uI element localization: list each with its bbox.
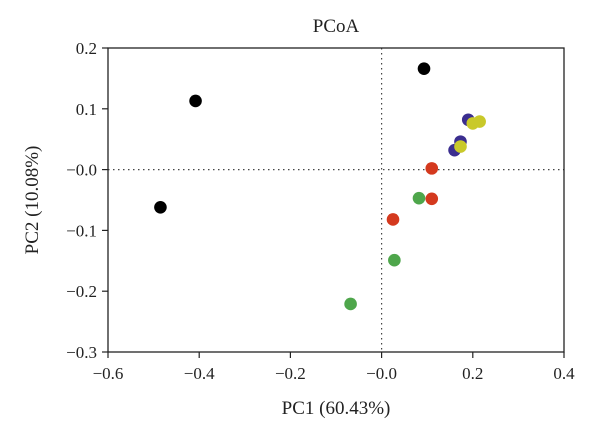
y-tick-label: −0.0 [66,161,97,180]
x-tick-label: −0.2 [275,364,306,383]
scatter-point [386,213,400,226]
scatter-point [473,115,486,128]
scatter-point [425,162,439,175]
scatter-point [425,192,439,206]
scatter-point [412,191,426,205]
scatter-point [454,140,467,153]
y-tick-label: 0.2 [76,39,97,58]
scatter-point [154,200,167,214]
x-tick-label: −0.6 [93,364,124,383]
x-tick-label: 0.2 [462,364,483,383]
scatter-point [189,94,202,108]
data-points [154,62,486,311]
scatter-point [344,297,357,311]
y-tick-label: −0.2 [66,282,97,301]
scatter-point [417,62,431,75]
plot-frame [107,47,565,353]
y-axis: −0.3 −0.2 −0.1 −0.0 0.1 0.2 [66,39,108,362]
y-tick-label: −0.1 [66,221,97,240]
x-axis-label: PC1 (60.43%) [282,398,391,419]
y-tick-label: 0.1 [76,100,97,119]
x-tick-label: −0.0 [366,364,397,383]
x-axis: −0.6 −0.4 −0.2 −0.0 0.2 0.4 [93,352,575,383]
scatter-point [388,253,401,267]
y-tick-label: −0.3 [66,343,97,362]
x-tick-label: 0.4 [553,364,575,383]
chart-title: PCoA [313,16,360,37]
reference-lines [108,48,564,352]
y-axis-label: PC2 (10.08%) [22,146,43,255]
x-tick-label: −0.4 [184,364,215,383]
